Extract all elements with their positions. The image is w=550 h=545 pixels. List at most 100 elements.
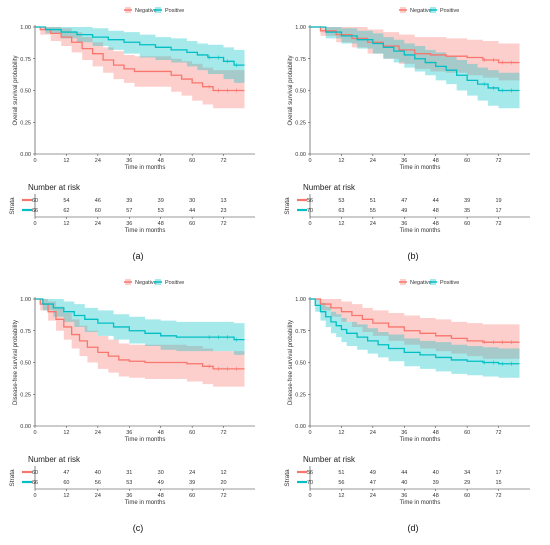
risk-x-tick-label: 48 bbox=[433, 493, 439, 499]
risk-count: 44 bbox=[433, 198, 439, 204]
risk-x-tick-label: 72 bbox=[496, 493, 502, 499]
risk-count: 53 bbox=[338, 198, 344, 204]
risk-x-axis-label: Time in months bbox=[400, 228, 441, 234]
legend: Negative Positive bbox=[399, 7, 459, 14]
risk-x-tick-label: 24 bbox=[95, 493, 101, 499]
legend-label: Negative bbox=[410, 8, 432, 14]
risk-count: 46 bbox=[95, 198, 101, 204]
risk-x-tick-label: 48 bbox=[433, 221, 439, 227]
y-axis-label: Disease-free survival probability bbox=[288, 320, 294, 405]
risk-table-title: Number at risk bbox=[28, 183, 81, 192]
legend-label: Positive bbox=[165, 8, 184, 14]
ci-band-negative bbox=[310, 299, 520, 359]
risk-y-axis-label: Strata bbox=[9, 197, 16, 215]
risk-x-tick-label: 60 bbox=[464, 493, 470, 499]
y-tick-label: 0.75 bbox=[295, 329, 306, 335]
panel-label: (a) bbox=[133, 251, 144, 261]
risk-count: 12 bbox=[221, 470, 227, 476]
risk-count: 49 bbox=[370, 470, 376, 476]
x-tick-label: 24 bbox=[95, 430, 101, 436]
y-tick-label: 0.50 bbox=[295, 361, 306, 367]
risk-x-tick-label: 12 bbox=[338, 221, 344, 227]
risk-count: 15 bbox=[496, 480, 502, 486]
risk-x-tick-label: 36 bbox=[401, 221, 407, 227]
risk-count: 34 bbox=[464, 470, 470, 476]
risk-table-title: Number at risk bbox=[303, 455, 356, 464]
x-tick-label: 60 bbox=[464, 158, 470, 164]
km-curve-negative bbox=[310, 26, 520, 64]
risk-x-tick-label: 72 bbox=[496, 221, 502, 227]
risk-count: 40 bbox=[433, 470, 439, 476]
ci-band-negative bbox=[35, 27, 245, 109]
x-tick-label: 72 bbox=[221, 430, 227, 436]
risk-x-tick-label: 12 bbox=[338, 493, 344, 499]
ci-band-positive bbox=[310, 299, 520, 378]
risk-count: 53 bbox=[158, 208, 164, 214]
risk-count: 62 bbox=[63, 208, 69, 214]
risk-count: 23 bbox=[221, 208, 227, 214]
x-tick-label: 24 bbox=[370, 430, 376, 436]
risk-x-tick-label: 48 bbox=[158, 493, 164, 499]
y-tick-label: 0.00 bbox=[295, 424, 306, 430]
x-tick-label: 36 bbox=[401, 430, 407, 436]
x-tick-label: 72 bbox=[496, 158, 502, 164]
risk-x-tick-label: 24 bbox=[95, 221, 101, 227]
risk-count: 55 bbox=[370, 208, 376, 214]
x-axis-label: Time in months bbox=[400, 437, 441, 443]
legend-label: Positive bbox=[440, 280, 459, 286]
risk-count: 49 bbox=[158, 480, 164, 486]
legend-label: Negative bbox=[135, 8, 157, 14]
x-tick-label: 72 bbox=[496, 430, 502, 436]
risk-count: 39 bbox=[126, 198, 132, 204]
x-axis-label: Time in months bbox=[125, 165, 166, 171]
panel-1: Negative Positive 0.00 0.25 0.50 0.75 1.00 0 12 2… bbox=[9, 7, 255, 261]
ci-band-positive bbox=[310, 27, 520, 109]
risk-count: 47 bbox=[370, 480, 376, 486]
risk-count: 31 bbox=[126, 470, 132, 476]
km-curve-positive bbox=[310, 298, 520, 365]
panel-label: (d) bbox=[408, 523, 419, 533]
risk-count: 20 bbox=[221, 480, 227, 486]
x-axis-label: Time in months bbox=[125, 437, 166, 443]
risk-x-tick-label: 0 bbox=[33, 493, 36, 499]
risk-y-axis-label: Strata bbox=[284, 469, 291, 487]
risk-count: 39 bbox=[433, 480, 439, 486]
y-axis-label: Overall survival probability bbox=[288, 55, 294, 125]
x-tick-label: 48 bbox=[433, 430, 439, 436]
km-curve-negative bbox=[35, 298, 245, 370]
risk-count: 17 bbox=[496, 208, 502, 214]
risk-count: 40 bbox=[95, 470, 101, 476]
x-tick-label: 60 bbox=[189, 430, 195, 436]
risk-count: 49 bbox=[401, 208, 407, 214]
ci-band-negative bbox=[35, 299, 245, 387]
panel-3: Negative Positive 0.00 0.25 0.50 0.75 1.00 0 12 2… bbox=[9, 279, 255, 533]
x-tick-label: 48 bbox=[158, 430, 164, 436]
x-tick-label: 12 bbox=[63, 158, 69, 164]
risk-y-axis-label: Strata bbox=[9, 469, 16, 487]
risk-count: 56 bbox=[95, 480, 101, 486]
y-tick-label: 0.75 bbox=[295, 57, 306, 63]
x-tick-label: 0 bbox=[33, 158, 36, 164]
x-tick-label: 12 bbox=[338, 158, 344, 164]
ci-band-positive bbox=[35, 299, 245, 355]
y-tick-label: 0.50 bbox=[20, 361, 31, 367]
risk-table-title: Number at risk bbox=[303, 183, 356, 192]
risk-count: 39 bbox=[158, 198, 164, 204]
panel-label: (b) bbox=[408, 251, 419, 261]
risk-x-tick-label: 0 bbox=[308, 493, 311, 499]
km-curve-positive bbox=[35, 298, 245, 341]
risk-count: 30 bbox=[189, 198, 195, 204]
risk-count: 39 bbox=[464, 198, 470, 204]
y-tick-label: 0.50 bbox=[295, 89, 306, 95]
x-tick-label: 0 bbox=[33, 430, 36, 436]
km-curve-negative bbox=[310, 298, 520, 343]
y-tick-label: 0.25 bbox=[295, 392, 306, 398]
y-tick-label: 0.00 bbox=[20, 152, 31, 158]
y-tick-label: 0.00 bbox=[20, 424, 31, 430]
risk-count: 56 bbox=[338, 480, 344, 486]
x-tick-label: 60 bbox=[189, 158, 195, 164]
x-tick-label: 48 bbox=[433, 158, 439, 164]
y-tick-label: 0.25 bbox=[295, 120, 306, 126]
y-axis-label: Overall survival probability bbox=[13, 55, 19, 125]
